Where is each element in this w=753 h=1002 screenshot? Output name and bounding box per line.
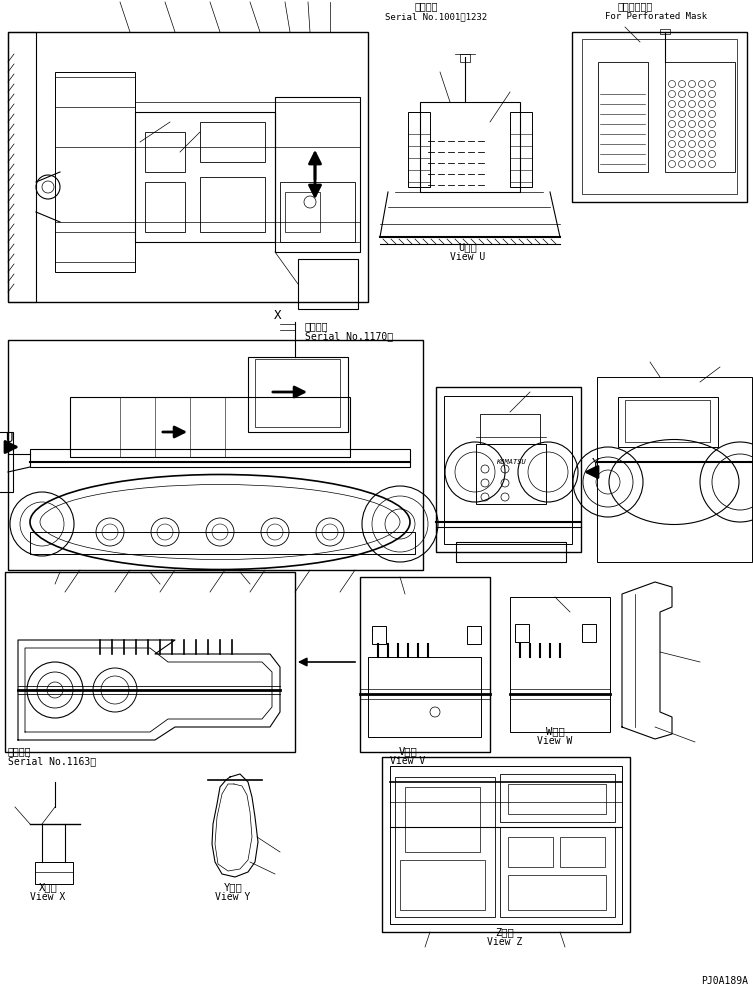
Bar xyxy=(560,837,605,867)
Bar xyxy=(248,357,348,432)
Bar xyxy=(436,387,581,552)
Bar xyxy=(405,787,480,852)
Text: U: U xyxy=(5,432,13,445)
Bar xyxy=(408,112,430,187)
Bar xyxy=(456,542,566,562)
Bar xyxy=(515,624,529,642)
Bar xyxy=(390,766,622,924)
Bar xyxy=(508,875,606,910)
Bar xyxy=(55,77,135,107)
Bar xyxy=(444,396,572,544)
Bar xyxy=(598,62,648,172)
Text: Serial No.1001～1232: Serial No.1001～1232 xyxy=(385,12,487,21)
Bar xyxy=(360,577,490,752)
Bar xyxy=(70,397,350,457)
Bar xyxy=(145,182,185,232)
Bar xyxy=(618,397,718,447)
Bar xyxy=(660,29,670,34)
Bar xyxy=(200,122,265,162)
Bar xyxy=(135,112,275,242)
Text: Y　視: Y 視 xyxy=(224,882,242,892)
Bar xyxy=(508,837,553,867)
Text: U　視: U 視 xyxy=(459,242,477,252)
Bar xyxy=(382,757,630,932)
Bar xyxy=(510,112,532,187)
Bar xyxy=(460,54,470,62)
Bar xyxy=(280,182,355,242)
Text: View Z: View Z xyxy=(487,937,523,947)
Text: 丸穴マスク用: 丸穴マスク用 xyxy=(618,1,654,11)
Bar xyxy=(510,597,610,732)
Bar xyxy=(420,102,520,192)
Text: X　視: X 視 xyxy=(38,882,57,892)
Text: Y: Y xyxy=(592,457,599,470)
Bar xyxy=(0,432,13,492)
Text: 適用号機: 適用号機 xyxy=(8,746,32,756)
Bar xyxy=(582,39,737,194)
Text: V　視: V 視 xyxy=(398,746,417,756)
Bar xyxy=(400,860,485,910)
Bar xyxy=(476,444,546,504)
Text: Serial No.1170～: Serial No.1170～ xyxy=(305,331,393,341)
Text: For Perforated Mask: For Perforated Mask xyxy=(605,12,707,21)
Bar xyxy=(480,414,540,444)
Text: 適用号機: 適用号機 xyxy=(415,1,438,11)
Bar xyxy=(255,359,340,427)
Bar xyxy=(298,259,358,309)
Text: 適用号機: 適用号機 xyxy=(305,321,328,331)
Text: View Y: View Y xyxy=(215,892,251,902)
Bar xyxy=(368,657,481,737)
Bar xyxy=(55,72,135,272)
Bar xyxy=(372,626,386,644)
Bar xyxy=(275,97,360,252)
Text: View U: View U xyxy=(450,252,486,262)
Bar xyxy=(572,32,747,202)
Bar xyxy=(8,32,368,302)
Text: Z　視: Z 視 xyxy=(495,927,514,937)
Bar xyxy=(285,192,320,232)
Bar xyxy=(30,532,415,554)
Bar xyxy=(30,449,410,467)
Text: Serial No.1163～: Serial No.1163～ xyxy=(8,756,96,766)
Bar xyxy=(35,862,73,884)
Bar xyxy=(597,377,752,562)
Bar xyxy=(200,177,265,232)
Text: KOMATSU: KOMATSU xyxy=(496,459,526,465)
Bar xyxy=(500,827,615,917)
Bar xyxy=(582,624,596,642)
Text: View V: View V xyxy=(390,756,425,766)
Bar xyxy=(145,132,185,172)
Bar xyxy=(467,626,481,644)
Bar xyxy=(395,777,495,917)
Bar xyxy=(665,62,735,172)
Bar xyxy=(500,774,615,822)
Text: View W: View W xyxy=(538,736,572,746)
Bar xyxy=(8,32,36,302)
Text: W　視: W 視 xyxy=(546,726,565,736)
Bar xyxy=(5,572,295,752)
Bar xyxy=(8,340,423,570)
Text: View X: View X xyxy=(30,892,66,902)
Bar xyxy=(508,784,606,814)
Bar xyxy=(625,400,710,442)
Text: X: X xyxy=(274,309,282,322)
Text: PJ0A189A: PJ0A189A xyxy=(701,976,748,986)
Bar xyxy=(55,232,135,262)
